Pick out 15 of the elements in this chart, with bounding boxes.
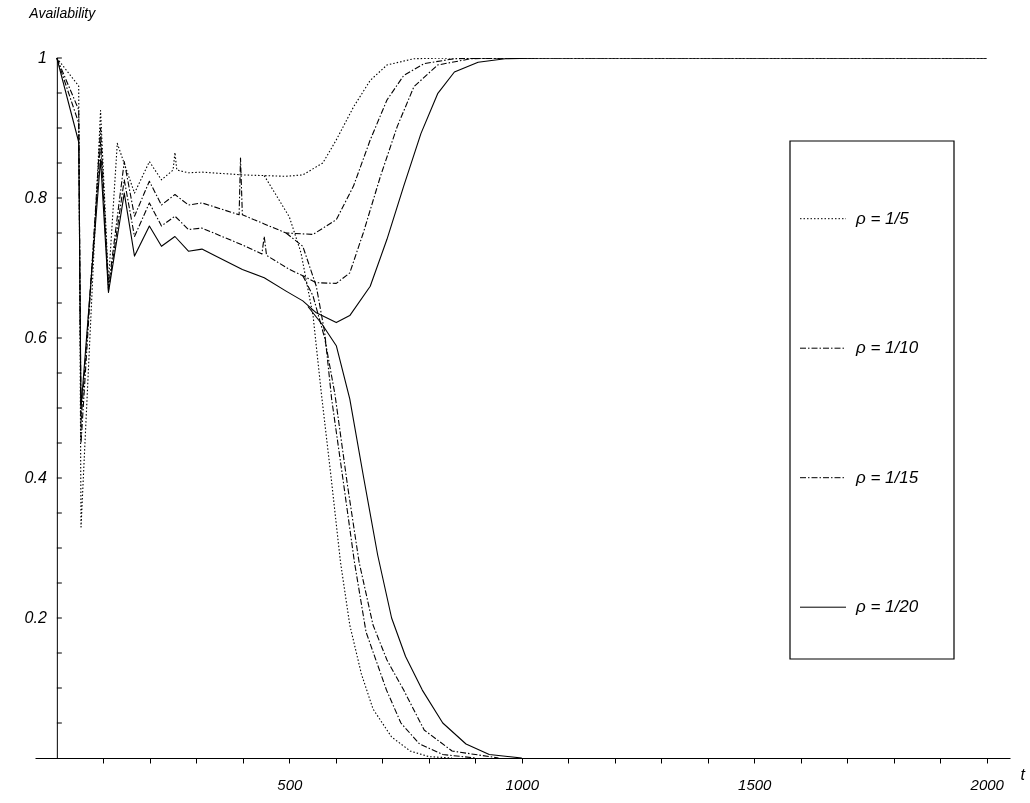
x-tick-label: 2000 <box>969 775 1005 793</box>
y-tick-label: 0.8 <box>24 189 47 206</box>
legend-label: ρ = 1/20 <box>855 597 919 617</box>
legend-label: ρ = 1/10 <box>855 338 919 358</box>
x-tick-label: 1000 <box>505 775 540 793</box>
y-tick-label: 0.2 <box>24 609 47 626</box>
y-axis-title: Availability <box>28 4 97 21</box>
legend-label: ρ = 1/15 <box>855 467 919 487</box>
y-tick-label: 1 <box>37 49 47 66</box>
y-tick-label: 0.4 <box>24 469 47 486</box>
legend-label: ρ = 1/5 <box>855 208 910 228</box>
x-axis-title: t <box>1020 765 1026 783</box>
x-tick-label: 500 <box>277 775 303 793</box>
x-tick-label: 1500 <box>738 775 773 793</box>
y-tick-label: 0.6 <box>24 329 47 346</box>
